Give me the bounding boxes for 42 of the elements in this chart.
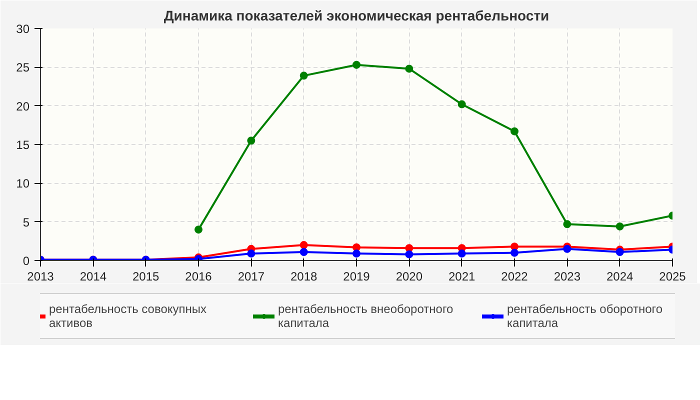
y-tick-label: 0	[22, 254, 30, 268]
chart-title: Динамика показателей экономическая рентабельности	[164, 8, 550, 24]
point	[247, 250, 256, 258]
x-tick-label: 2025	[659, 270, 686, 284]
x-tick-label: 2017	[238, 270, 265, 284]
point	[616, 222, 624, 230]
point	[247, 136, 256, 145]
y-tick-label: 10	[16, 176, 30, 191]
point	[405, 250, 414, 258]
point	[300, 248, 308, 256]
point	[300, 241, 308, 250]
point	[510, 127, 518, 136]
legend-label: рентабельность совокупных активов	[49, 302, 208, 330]
x-tick-label: 2015	[132, 270, 160, 284]
point	[510, 248, 518, 257]
x-tick-label: 2018	[290, 270, 318, 284]
point	[458, 250, 466, 258]
point	[510, 242, 518, 251]
y-tick-label: 5	[22, 215, 30, 230]
x-tick-label: 2023	[554, 270, 581, 284]
legend-label: рентабельность оборотного капитала	[507, 302, 664, 330]
x-tick-label: 2021	[448, 270, 476, 284]
point	[458, 100, 466, 108]
point	[616, 248, 624, 256]
y-tick-label: 15	[16, 138, 30, 152]
x-tick-label: 2024	[606, 270, 634, 284]
y-tick-label: 30	[16, 22, 30, 36]
x-tick-label: 2020	[396, 270, 423, 284]
point	[194, 226, 202, 234]
legend-label: рентабельность внеоборотного капитала	[278, 302, 454, 330]
point	[563, 220, 572, 228]
point	[352, 60, 360, 69]
x-tick-label: 2022	[501, 270, 528, 284]
point	[352, 250, 360, 258]
point	[405, 64, 414, 73]
x-tick-label: 2019	[343, 270, 370, 284]
x-tick-label: 2014	[80, 270, 107, 284]
point	[300, 72, 308, 80]
x-tick-label: 2013	[27, 270, 54, 284]
y-tick-label: 20	[16, 99, 30, 114]
y-tick-label: 25	[16, 60, 30, 75]
x-tick-label: 2016	[185, 270, 212, 284]
